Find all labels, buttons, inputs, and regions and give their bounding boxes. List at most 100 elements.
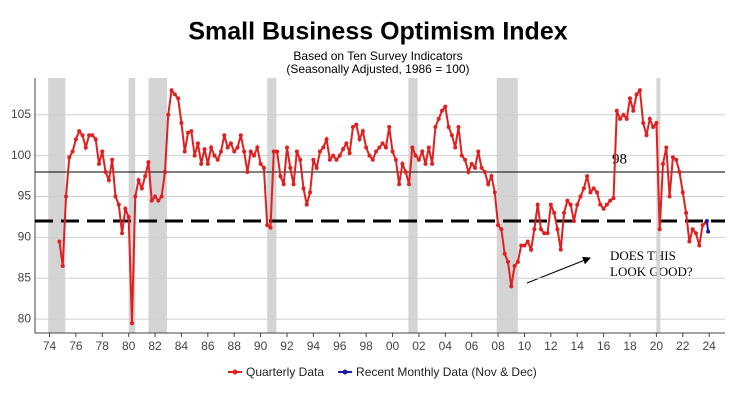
- data-point: [360, 129, 365, 134]
- data-point: [525, 239, 530, 244]
- data-point: [212, 153, 217, 158]
- data-point: [466, 169, 471, 174]
- data-point: [209, 145, 214, 150]
- data-point: [123, 206, 128, 211]
- data-point: [677, 169, 682, 174]
- data-point: [496, 223, 501, 228]
- data-point: [327, 157, 332, 162]
- data-point: [317, 149, 322, 154]
- data-point: [413, 153, 418, 158]
- data-point: [595, 190, 600, 195]
- data-point: [704, 219, 709, 224]
- data-point: [80, 133, 85, 138]
- data-point: [529, 247, 534, 252]
- x-tick-label: 02: [412, 339, 426, 353]
- data-point: [486, 182, 491, 187]
- data-point: [57, 239, 62, 244]
- data-point: [179, 120, 184, 125]
- data-point: [499, 227, 504, 232]
- data-point: [654, 120, 659, 125]
- data-point: [70, 149, 75, 154]
- data-point: [60, 263, 65, 268]
- data-point: [314, 165, 319, 170]
- data-point: [410, 145, 415, 150]
- y-tick-label: 90: [18, 230, 32, 244]
- x-tick-label: 78: [96, 339, 110, 353]
- data-point: [215, 157, 220, 162]
- data-point: [281, 182, 286, 187]
- data-point: [288, 165, 293, 170]
- data-point: [100, 149, 105, 154]
- data-point: [591, 186, 596, 191]
- data-point: [562, 210, 567, 215]
- legend-marker: [342, 369, 348, 375]
- data-point: [367, 153, 372, 158]
- data-point: [350, 125, 355, 130]
- data-point: [426, 145, 431, 150]
- data-point: [651, 125, 656, 130]
- data-point: [604, 202, 609, 207]
- data-point: [502, 251, 507, 256]
- data-point: [73, 137, 78, 142]
- data-point: [601, 206, 606, 211]
- data-point: [294, 149, 299, 154]
- data-point: [687, 239, 692, 244]
- data-point: [611, 196, 616, 201]
- data-point: [133, 194, 138, 199]
- data-point: [684, 210, 689, 215]
- data-point: [614, 108, 619, 113]
- data-point: [377, 145, 382, 150]
- data-point: [354, 122, 359, 127]
- x-tick-label: 08: [491, 339, 505, 353]
- x-tick-label: 90: [254, 339, 268, 353]
- data-point: [337, 153, 342, 158]
- x-tick-label: 16: [597, 339, 611, 353]
- data-point: [690, 227, 695, 232]
- data-point: [479, 165, 484, 170]
- data-point: [110, 157, 115, 162]
- data-point: [334, 157, 339, 162]
- data-point: [383, 145, 388, 150]
- data-point: [370, 157, 375, 162]
- data-point: [169, 88, 174, 93]
- data-point: [624, 116, 629, 121]
- data-point: [93, 137, 98, 142]
- data-point: [578, 194, 583, 199]
- data-point: [693, 231, 698, 236]
- x-tick-label: 06: [465, 339, 479, 353]
- data-point: [87, 133, 92, 138]
- data-point: [182, 149, 187, 154]
- x-tick-label: 98: [359, 339, 373, 353]
- data-point: [222, 133, 227, 138]
- data-point: [680, 190, 685, 195]
- data-point: [535, 202, 540, 207]
- data-point: [631, 108, 636, 113]
- x-tick-label: 80: [122, 339, 136, 353]
- data-point: [387, 125, 392, 130]
- data-point: [64, 194, 69, 199]
- data-point: [542, 231, 547, 236]
- x-tick-label: 04: [439, 339, 453, 353]
- data-point: [489, 174, 494, 179]
- x-tick-label: 94: [307, 339, 321, 353]
- x-tick-label: 86: [201, 339, 215, 353]
- x-tick-label: 22: [676, 339, 690, 353]
- data-point: [657, 227, 662, 232]
- data-point: [393, 157, 398, 162]
- data-point: [660, 161, 665, 166]
- data-point: [202, 147, 207, 152]
- data-point: [344, 141, 349, 146]
- data-point: [440, 108, 445, 113]
- legend-label: Recent Monthly Data (Nov & Dec): [356, 365, 537, 379]
- data-point: [532, 227, 537, 232]
- data-point: [515, 259, 520, 264]
- data-point: [641, 120, 646, 125]
- data-point: [364, 145, 369, 150]
- data-point: [129, 321, 134, 326]
- y-tick-label: 85: [18, 270, 32, 284]
- data-point: [697, 243, 702, 248]
- data-point: [357, 137, 362, 142]
- data-point: [400, 161, 405, 166]
- x-tick-label: 88: [228, 339, 242, 353]
- data-point: [153, 194, 158, 199]
